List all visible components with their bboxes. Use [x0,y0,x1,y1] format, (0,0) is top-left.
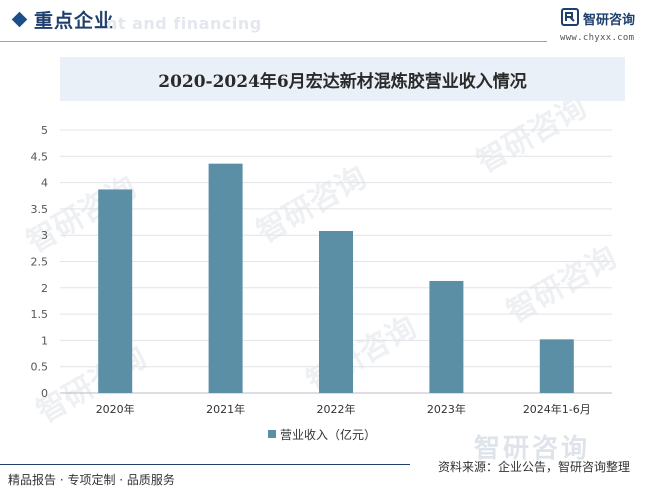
section-title: 重点企业 [34,10,115,32]
brand-logo-icon [561,8,579,26]
y-tick-label: 0.5 [31,361,49,374]
bar [539,339,574,393]
footer-logo-watermark: 智研咨询 [474,434,591,464]
chart-title-band [60,57,625,101]
chart-title: 2020-2024年6月宏达新材混炼胶营业收入情况 [158,72,527,92]
legend-label: 营业收入（亿元） [280,428,377,442]
y-tick-label: 3.5 [31,203,49,216]
x-tick-label: 2023年 [427,402,466,416]
y-tick-label: 2 [41,282,48,295]
x-tick-label: 2020年 [96,402,135,416]
header-watermark: nt and financing [106,14,262,33]
brand-name: 智研咨询 [583,13,636,28]
y-tick-label: 2.5 [31,256,49,269]
data-source: 资料来源：企业公告，智研咨询整理 [438,460,631,474]
bar [429,280,464,393]
footer-tagline: 精品报告 · 专项定制 · 品质服务 [8,473,175,487]
y-tick-label: 3 [41,229,48,242]
header-divider [0,41,547,42]
x-tick-label: 2024年1-6月 [523,402,591,416]
footer-divider [0,464,410,465]
y-tick-label: 0 [41,387,48,400]
y-tick-label: 1.5 [31,308,49,321]
page-header: 重点企业 nt and financing [0,0,661,46]
bar [208,163,243,393]
brand-url: www.chyxx.com [560,33,635,43]
x-tick-label: 2022年 [317,402,356,416]
y-tick-label: 4.5 [31,150,49,163]
y-tick-label: 1 [41,334,48,347]
y-tick-label: 5 [41,124,48,137]
legend-swatch [268,430,276,438]
y-tick-label: 4 [41,177,48,190]
x-tick-label: 2021年 [206,402,245,416]
bar [98,189,133,393]
bar [319,230,353,393]
